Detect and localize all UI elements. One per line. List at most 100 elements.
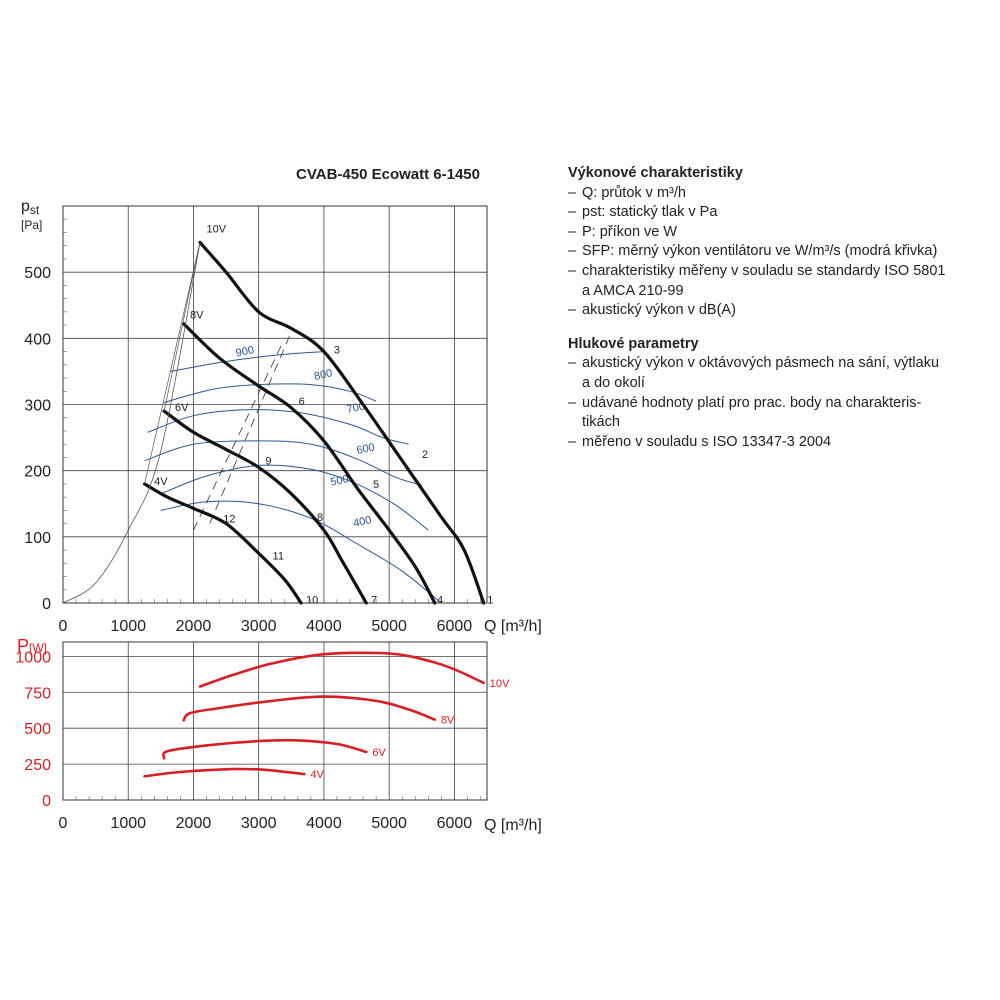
bullet-dash: – [568,243,577,260]
operating-point-label-3: 3 [334,345,340,357]
power-curve-label-6V: 6V [372,747,386,759]
bullet-dash: – [568,394,577,411]
y-tick-label: 750 [24,685,51,702]
power-curve-8V [182,695,437,722]
x-tick-label: 1000 [110,618,146,635]
y-tick-label: 100 [24,530,51,547]
x-tick-label: 4000 [306,618,342,635]
bullet-line: – charakteristiky měřeny v souladu se sta… [568,262,988,282]
resistance-dashed-line [209,331,292,524]
bullet-dash: – [568,184,577,201]
x-tick-label: 5000 [371,815,407,832]
bullet-dash: – [568,302,577,319]
x-tick-label: 0 [59,618,68,635]
x-tick-label: 0 [59,815,68,832]
guide-line [144,242,201,484]
operating-point-label-1: 1 [487,595,493,607]
curve-label-4V: 4V [154,476,168,488]
power-curve-6V [162,738,368,760]
bullet-dash: – [568,223,577,240]
bullet-line: – SFP: měrný výkon ventilátoru ve W/m³/s … [568,242,988,262]
x-tick-label: 4000 [306,815,342,832]
power-curve-4V [143,767,306,778]
x-tick-label: 1000 [110,815,146,832]
bullet-dash: – [568,433,577,450]
y-axis-unit: [Pa] [21,218,42,232]
y-tick-label: 200 [24,464,51,481]
x-tick-label: 6000 [437,618,473,635]
bullet-dash [568,374,582,394]
curve-label-10V: 10V [207,223,227,235]
sfp-label-900: 900 [235,344,255,360]
x-tick-label: 6000 [437,815,473,832]
bullet-text: tikách [582,414,620,431]
x-tick-label: 3000 [241,618,277,635]
operating-point-label-9: 9 [265,456,271,468]
bullet-dash [568,413,582,433]
x-tick-label: 2000 [176,815,212,832]
power-curve-label-8V: 8V [441,715,455,727]
x-tick-label: 2000 [176,618,212,635]
bullet-dash [568,282,582,302]
chart-title: CVAB-450 Ecowatt 6-1450 [296,166,480,183]
system-curve [62,242,201,604]
sfp-label-800: 800 [313,367,333,383]
x-axis-label: Q [m³/h] [484,618,542,635]
bullet-text: akustický výkon v oktávových pásmech na … [582,355,940,372]
bullet-line: a AMCA 210-99 [568,282,988,302]
operating-point-label-11: 11 [273,550,284,562]
operating-point-label-12: 12 [223,513,235,525]
bullet-line: tikách [568,413,988,433]
bullet-text: akustický výkon v dB(A) [582,302,736,319]
bullet-text: a do okolí [582,374,645,391]
bullet-text: měřeno v souladu s ISO 13347-3 2004 [582,433,832,450]
sfp-label-400: 400 [352,514,372,530]
bullet-dash: – [568,262,577,279]
bullet-line: – akustický výkon v dB(A) [568,301,988,321]
resistance-dashed-line [193,344,282,531]
operating-point-label-8: 8 [317,512,323,524]
operating-point-label-7: 7 [371,595,377,607]
bullet-text: pst: statický tlak v Pa [582,204,718,221]
sfp-label-600: 600 [355,441,375,457]
y-tick-label: 0 [42,793,51,810]
power-curve-10V [198,651,485,688]
power-curve-label-10V: 10V [490,678,510,690]
bullet-text: udávané hodnoty platí pro prac. body na … [582,394,922,411]
bullet-line: – Q: průtok v m³/h [568,184,988,204]
sfp-curve-500 [160,464,429,531]
plot-frame [62,641,488,801]
pressure-curve-10V [198,240,486,605]
curve-label-6V: 6V [175,402,189,414]
y-tick-label: 500 [24,265,51,282]
y-tick-label: 250 [24,757,51,774]
bullet-line: a do okolí [568,374,988,394]
sfp-curve-400 [160,500,442,604]
power-chart: 0 1000 2000 3000 4000 5000 600002505007501000P… [15,636,541,834]
y-tick-label: 500 [24,721,51,738]
operating-point-label-10: 10 [306,595,318,607]
sfp-curve-900 [170,351,324,372]
bullet-line: – udávané hodnoty platí pro prac. body na… [568,394,988,414]
operating-point-label-2: 2 [422,449,428,461]
bullet-text: a AMCA 210-99 [582,282,684,299]
operating-point-label-5: 5 [373,479,379,491]
bullet-line: – akustický výkon v oktávových pásmech na… [568,354,988,374]
bullet-dash: – [568,355,577,372]
pressure-curve-4V [142,482,303,605]
bullet-line: – měřeno v souladu s ISO 13347-3 2004 [568,433,988,453]
curve-label-8V: 8V [190,309,204,321]
y-tick-label: 300 [24,398,51,415]
x-tick-label: 3000 [241,815,277,832]
pressure-curve-6V [162,409,368,605]
sfp-label-500: 500 [329,473,349,489]
section-gap [568,321,988,335]
power-curve-label-4V: 4V [310,769,324,781]
description-panel: Výkonové charakteristiky – Q: průtok v m³/… [568,164,988,452]
sfp-curve-600 [144,440,422,486]
y-axis-label: P[W] [17,636,47,656]
pressure-chart: 0 1000 2000 3000 4000 5000 6000 0 100 200 300 400 50… [21,198,542,635]
bullet-dash: – [568,204,577,221]
y-axis-label: pst [21,198,40,217]
